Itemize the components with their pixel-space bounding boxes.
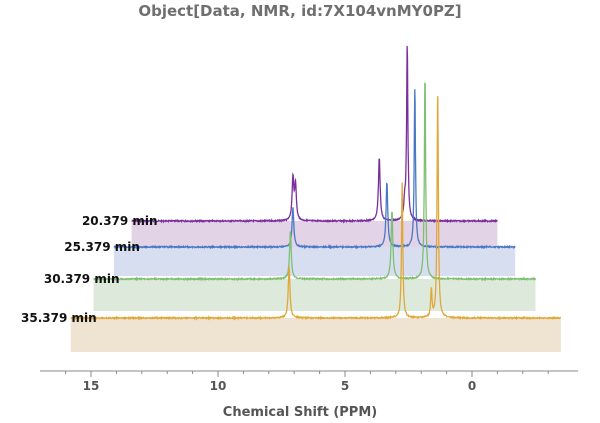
chart-title: Object[Data, NMR, id:7X104vnMY0PZ] [138,2,461,20]
trace-label: 20.379 min [82,214,158,228]
x-tick-label: 5 [341,379,349,393]
spectra-group: 20.379 min 25.379 min 30.379 min 35.379 min [21,45,562,352]
spectrum-line [113,89,516,250]
x-tick-label: 10 [210,379,227,393]
spectrum-fill-band [113,247,516,276]
spectrum-trace: 25.379 min [64,89,516,276]
spectrum-line [131,45,498,224]
spectrum-trace: 20.379 min [82,45,498,247]
x-tick-label: 15 [83,379,100,393]
spectrum-fill-band [70,318,561,352]
x-axis-label: Chemical Shift (PPM) [223,405,377,420]
trace-label: 35.379 min [21,311,97,325]
trace-label: 30.379 min [44,272,120,286]
x-tick-label: 0 [468,379,476,393]
spectrum-fill-band [131,221,498,247]
spectrum-trace: 30.379 min [44,82,537,311]
spectrum-trace: 35.379 min [21,96,562,352]
spectrum-line [70,96,562,321]
trace-label: 25.379 min [64,240,140,254]
spectrum-fill-band [93,279,536,311]
x-axis: 15 10 5 0 [40,370,578,393]
spectrum-line [93,82,537,282]
